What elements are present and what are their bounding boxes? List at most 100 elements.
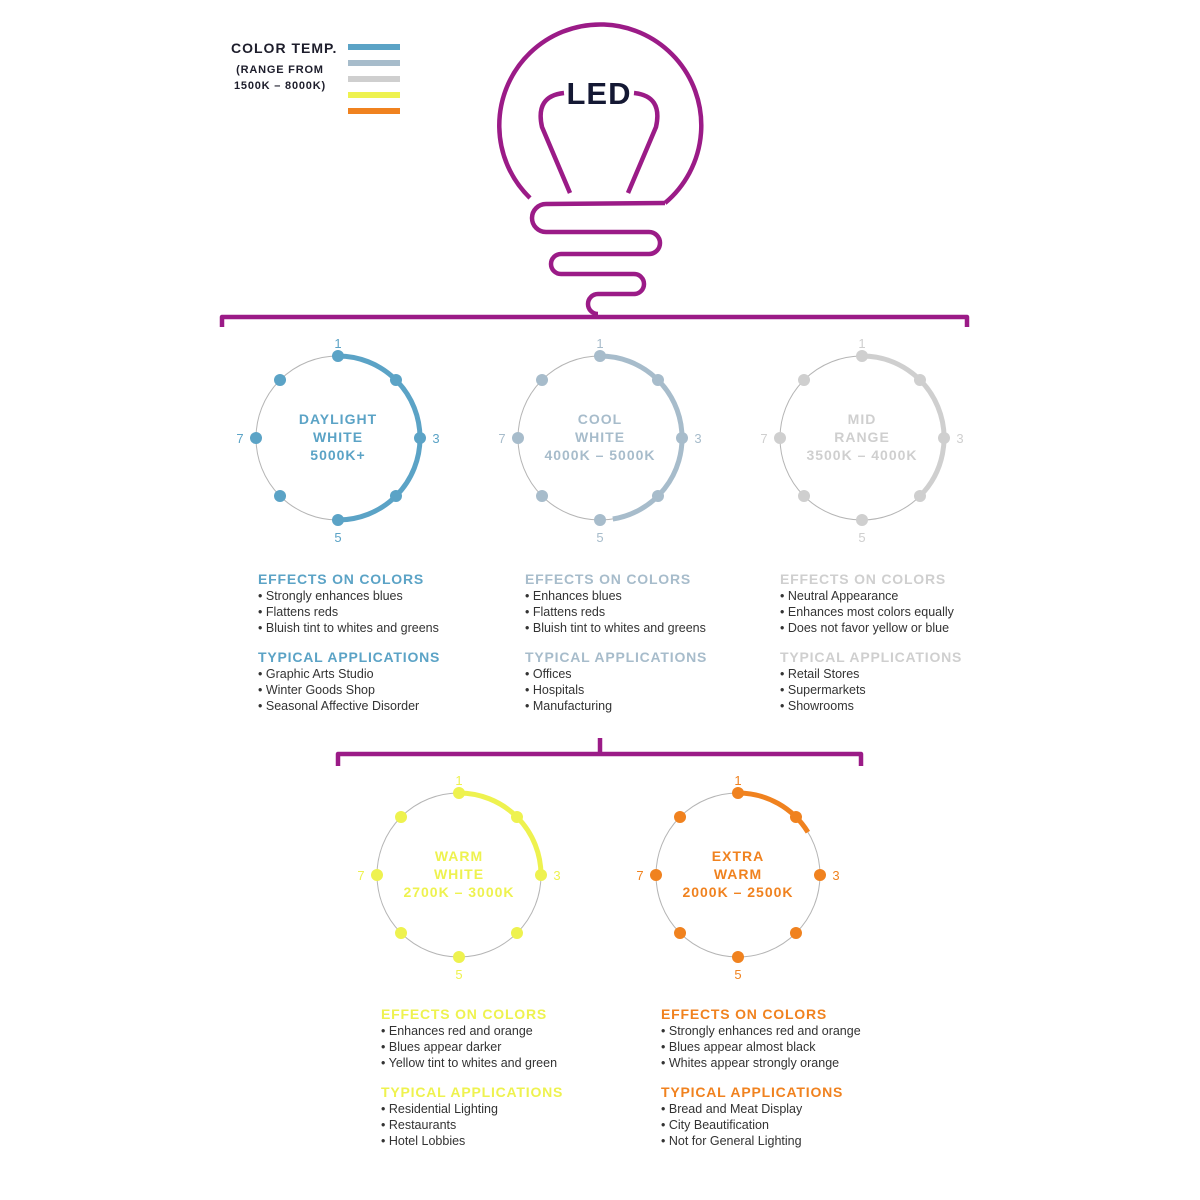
dial-point-2 xyxy=(389,374,402,387)
dial-scale-label: 5 xyxy=(455,967,462,982)
dial-point-3 xyxy=(814,869,826,881)
dial-point-8 xyxy=(674,811,687,824)
dial-point-4 xyxy=(389,489,402,502)
list-item: Strongly enhances red and orange xyxy=(661,1023,861,1039)
list-item: Retail Stores xyxy=(780,666,962,682)
dial-scale-label: 5 xyxy=(596,530,603,545)
bottom-bracket xyxy=(335,738,864,766)
dial-scale-label: 7 xyxy=(636,868,643,883)
effects-heading: EFFECTS ON COLORS xyxy=(381,1006,548,1022)
dial-scale-label: 3 xyxy=(694,431,701,446)
list-item: Showrooms xyxy=(780,698,962,714)
list-item: Flattens reds xyxy=(258,604,440,620)
dial-warm: 1 3 5 7 xyxy=(357,773,560,982)
dial-title-extra: EXTRA WARM 2000K – 2500K xyxy=(648,847,828,901)
effects-heading: EFFECTS ON COLORS xyxy=(780,571,947,587)
dial-scale-label: 3 xyxy=(832,868,839,883)
dial-scale-label: 1 xyxy=(455,773,462,788)
dial-point-6 xyxy=(274,489,287,502)
dial-scale-label: 1 xyxy=(334,336,341,351)
info-block-warm: EFFECTS ON COLORSEnhances red and orange… xyxy=(381,1006,563,1162)
dial-point-5 xyxy=(453,951,465,963)
list-item: Flattens reds xyxy=(525,604,707,620)
dial-title-line: COOL xyxy=(577,411,623,427)
list-item: Yellow tint to whites and green xyxy=(381,1055,563,1071)
effects-list: Neutral AppearanceEnhances most colors e… xyxy=(780,588,962,636)
dial-scale-label: 5 xyxy=(334,530,341,545)
dial-scale-label: 1 xyxy=(596,336,603,351)
list-item: Offices xyxy=(525,666,707,682)
legend-swatch xyxy=(348,44,400,50)
effects-heading: EFFECTS ON COLORS xyxy=(661,1006,828,1022)
dial-point-6 xyxy=(798,489,811,502)
dial-point-7 xyxy=(512,432,524,444)
dial-title-mid: MID RANGE 3500K – 4000K xyxy=(772,410,952,464)
dial-point-4 xyxy=(913,489,926,502)
dial-point-7 xyxy=(371,869,383,881)
dial-daylight: 1 3 5 7 xyxy=(236,336,439,545)
dial-scale-label: 7 xyxy=(236,431,243,446)
dial-title-daylight: DAYLIGHT WHITE 5000K+ xyxy=(248,410,428,464)
dial-title-line: MID xyxy=(847,411,877,427)
info-block-daylight: EFFECTS ON COLORSStrongly enhances blues… xyxy=(258,571,440,727)
list-item: Seasonal Affective Disorder xyxy=(258,698,440,714)
list-item: Not for General Lighting xyxy=(661,1133,861,1149)
dial-arc xyxy=(599,353,685,522)
dial-point-2 xyxy=(913,374,926,387)
list-item: Blues appear almost black xyxy=(661,1039,861,1055)
dial-title-line: 2700K – 3000K xyxy=(403,884,515,900)
apps-heading: TYPICAL APPLICATIONS xyxy=(780,649,963,665)
dial-scale-label: 3 xyxy=(956,431,963,446)
dial-point-8 xyxy=(798,374,811,387)
dial-arc xyxy=(861,353,947,498)
legend-swatches xyxy=(348,44,400,114)
dial-scale-label: 3 xyxy=(553,868,560,883)
apps-list: Retail StoresSupermarketsShowrooms xyxy=(780,666,962,714)
dial-point-2 xyxy=(510,811,523,824)
effects-list: Strongly enhances red and orangeBlues ap… xyxy=(661,1023,861,1071)
dial-scale-label: 7 xyxy=(498,431,505,446)
dial-point-1 xyxy=(332,350,344,362)
filament-left xyxy=(538,90,573,194)
dial-point-6 xyxy=(536,489,549,502)
dial-point-5 xyxy=(856,514,868,526)
list-item: City Beautification xyxy=(661,1117,861,1133)
list-item: Hospitals xyxy=(525,682,707,698)
list-item: Bluish tint to whites and greens xyxy=(258,620,440,636)
dial-title-line: WARM xyxy=(434,848,484,864)
dial-title-line: DAYLIGHT xyxy=(298,411,378,427)
list-item: Manufacturing xyxy=(525,698,707,714)
dial-point-1 xyxy=(856,350,868,362)
dial-point-5 xyxy=(594,514,606,526)
dial-point-1 xyxy=(732,787,744,799)
dial-point-2 xyxy=(651,374,664,387)
dial-scale-label: 3 xyxy=(432,431,439,446)
legend-subtitle-line2: 1500K – 8000K) xyxy=(234,80,326,92)
list-item: Bluish tint to whites and greens xyxy=(525,620,707,636)
effects-list: Enhances red and orangeBlues appear dark… xyxy=(381,1023,563,1071)
list-item: Bread and Meat Display xyxy=(661,1101,861,1117)
filament-right xyxy=(625,90,660,194)
dial-title-cool: COOL WHITE 4000K – 5000K xyxy=(510,410,690,464)
dial-point-6 xyxy=(395,926,408,939)
dial-point-7 xyxy=(774,432,786,444)
info-block-mid: EFFECTS ON COLORSNeutral AppearanceEnhan… xyxy=(780,571,962,727)
dial-title-line: WHITE xyxy=(433,866,485,882)
info-block-cool: EFFECTS ON COLORSEnhances bluesFlattens … xyxy=(525,571,707,727)
list-item: Blues appear darker xyxy=(381,1039,563,1055)
dial-point-2 xyxy=(789,811,802,824)
list-item: Enhances blues xyxy=(525,588,707,604)
dial-extra: 1 3 5 7 xyxy=(636,773,839,982)
apps-heading: TYPICAL APPLICATIONS xyxy=(381,1084,564,1100)
dial-point-7 xyxy=(250,432,262,444)
effects-heading: EFFECTS ON COLORS xyxy=(525,571,692,587)
dial-title-line: 5000K+ xyxy=(310,447,366,463)
info-block-extra: EFFECTS ON COLORSStrongly enhances red a… xyxy=(661,1006,861,1162)
dial-title-line: 3500K – 4000K xyxy=(806,447,918,463)
legend-swatch xyxy=(348,76,400,82)
bulb-coil xyxy=(529,200,666,317)
list-item: Does not favor yellow or blue xyxy=(780,620,962,636)
list-item: Graphic Arts Studio xyxy=(258,666,440,682)
dial-title-line: WARM xyxy=(713,866,763,882)
